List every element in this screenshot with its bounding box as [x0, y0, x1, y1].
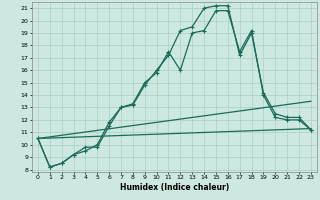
X-axis label: Humidex (Indice chaleur): Humidex (Indice chaleur)	[120, 183, 229, 192]
